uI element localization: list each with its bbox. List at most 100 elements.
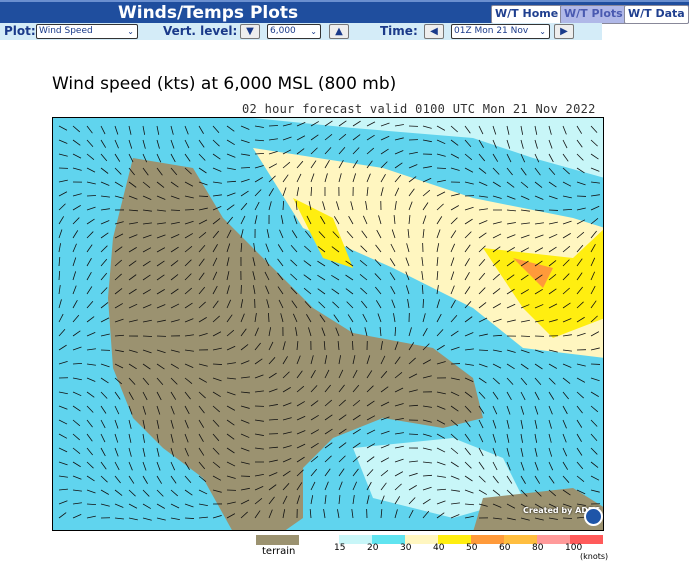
wind-barb — [128, 153, 134, 163]
wind-barb — [422, 327, 428, 337]
wind-barb — [114, 153, 121, 162]
wind-barb — [324, 384, 331, 393]
wind-barb — [58, 243, 61, 253]
wind-barb — [408, 509, 414, 519]
wind-barb — [436, 179, 446, 183]
wind-barb — [360, 300, 368, 309]
wind-barb — [324, 173, 328, 183]
wind-barb — [58, 203, 66, 211]
level-select[interactable]: 6,000 ⌄ — [267, 24, 321, 39]
wind-barb — [184, 433, 189, 443]
wind-barb — [450, 314, 458, 323]
wind-barb — [478, 195, 488, 198]
wind-barb — [240, 433, 250, 438]
wind-barb — [198, 461, 206, 470]
wind-barb — [576, 258, 583, 267]
wind-barb — [359, 259, 368, 267]
plot-select[interactable]: Wind Speed ⌄ — [36, 24, 138, 39]
level-up-button[interactable]: ▲ — [329, 24, 349, 39]
wind-barb — [86, 231, 94, 239]
wind-barb — [345, 288, 354, 295]
wind-barb — [366, 481, 372, 491]
wind-barb — [240, 178, 250, 183]
wind-barb — [534, 475, 541, 484]
wind-barb — [282, 431, 292, 435]
wind-barb — [436, 512, 445, 519]
wind-barb — [86, 461, 94, 469]
time-select[interactable]: 01Z Mon 21 Nov ⌄ — [451, 24, 550, 39]
wind-barb — [562, 167, 570, 175]
wind-barb — [548, 125, 552, 135]
wind-barb — [254, 313, 257, 323]
wind-barb — [366, 400, 375, 407]
wind-barb — [338, 468, 345, 477]
wind-barb — [100, 475, 108, 483]
caribbean-land — [473, 488, 603, 530]
wind-barb — [464, 181, 474, 185]
wind-barb — [576, 231, 585, 239]
wind-barb — [478, 419, 484, 429]
wind-barb — [184, 167, 192, 175]
wind-barb — [394, 403, 404, 407]
wind-barb — [114, 195, 124, 199]
time-next-button[interactable]: ▶ — [554, 24, 574, 39]
wind-barb — [100, 195, 110, 198]
wind-barb — [534, 274, 543, 281]
wind-barb — [576, 489, 586, 495]
legend-swatch — [339, 535, 372, 544]
wind-barb — [72, 363, 83, 365]
nav-wt-data[interactable]: W/T Data — [624, 5, 689, 24]
time-prev-button[interactable]: ◀ — [424, 24, 444, 39]
wind-barb — [156, 349, 166, 354]
wind-barb — [436, 125, 446, 131]
wind-barb — [590, 489, 600, 493]
wind-barb — [282, 371, 290, 379]
wind-barb — [240, 376, 250, 379]
wind-barb — [394, 387, 404, 393]
wind-barb — [380, 341, 383, 351]
wind-barb — [407, 229, 410, 239]
wind-barb — [324, 442, 333, 449]
wind-barb — [282, 402, 292, 407]
wind-barb — [128, 377, 136, 385]
wind-barb — [450, 514, 460, 519]
wind-barb — [58, 299, 62, 309]
wind-barb — [520, 433, 523, 443]
wind-barb — [366, 469, 374, 477]
wind-barb — [282, 187, 287, 197]
wind-barb — [226, 461, 236, 467]
wind-barb — [548, 475, 555, 484]
wind-barb — [338, 428, 347, 435]
plot-label: Plot: — [4, 24, 36, 38]
wind-barb — [72, 125, 81, 133]
wind-barb — [198, 503, 208, 507]
wind-barb — [184, 489, 193, 496]
wind-barb — [375, 244, 382, 253]
wind-barb — [72, 461, 81, 468]
wind-barb — [170, 288, 179, 295]
wind-barb — [156, 289, 165, 295]
wind-barb — [58, 285, 61, 295]
wind-barb — [506, 503, 516, 509]
wind-barb — [520, 489, 528, 497]
nav-wt-home[interactable]: W/T Home — [491, 5, 563, 24]
wind-barb — [86, 348, 96, 351]
wind-barb — [380, 416, 390, 421]
wind-barb — [464, 167, 474, 173]
wind-barb — [436, 285, 439, 295]
wind-barb — [478, 153, 486, 162]
wind-barb — [280, 313, 284, 323]
wind-barb — [170, 260, 179, 267]
wind-barb — [170, 391, 177, 400]
nav-wt-plots[interactable]: W/T Plots — [560, 5, 627, 24]
wind-barb — [296, 430, 306, 435]
wind-barb — [506, 288, 515, 295]
legend-tick: 80 — [532, 543, 544, 553]
wind-barb — [408, 327, 412, 337]
controls-bar: Plot: Wind Speed ⌄ Vert. level: ▼ 6,000 ⌄ … — [0, 23, 602, 40]
wind-barb — [478, 258, 486, 267]
wind-barb — [366, 370, 373, 379]
level-down-button[interactable]: ▼ — [240, 24, 260, 39]
wind-barb — [478, 405, 485, 414]
wind-barb — [590, 405, 599, 413]
